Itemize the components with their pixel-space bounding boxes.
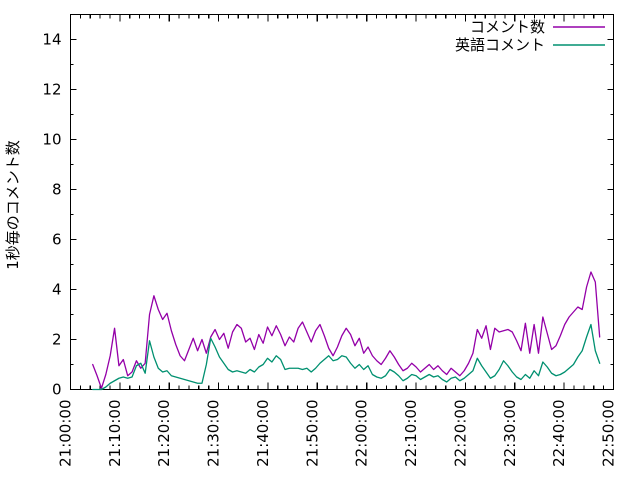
series-line-english-comment [92,323,601,391]
y-tick-label: 10 [42,131,61,149]
x-tick-label: 22:50:00 [600,400,618,467]
x-tick-label: 22:40:00 [550,400,568,467]
x-tick-label: 22:00:00 [353,400,371,467]
y-axis-title-text: 1秒毎のコメント数 [4,140,22,270]
y-tick-label: 2 [52,331,62,349]
x-axis-ticks [69,14,615,390]
x-tick-label: 21:40:00 [254,400,272,467]
legend-label-english-comment: 英語コメント [455,36,545,54]
plot-frame [69,13,615,391]
y-tick-label: 6 [52,231,62,249]
y-tick-label: 4 [52,281,62,299]
x-tick-label: 21:30:00 [205,400,223,467]
y-axis-title: 1秒毎のコメント数 [4,140,22,270]
x-tick-label: 21:50:00 [303,400,321,467]
x-tick-label: 21:00:00 [57,400,75,467]
y-tick-label: 8 [52,181,62,199]
y-tick-label: 12 [42,81,61,99]
series-line-comment-count [92,271,601,389]
x-tick-label: 21:20:00 [155,400,173,467]
x-tick-label: 22:10:00 [402,400,420,467]
x-tick-label: 22:20:00 [451,399,469,466]
data-series-group [92,271,601,391]
y-tick-label: 14 [42,31,61,49]
x-tick-label: 21:10:00 [106,400,124,467]
y-axis-tick-labels: 0 2 4 6 8 10 12 14 [42,31,61,399]
legend-label-comment-count: コメント数 [470,18,545,36]
y-axis-ticks [70,38,614,391]
x-tick-label: 22:30:00 [501,400,519,467]
y-tick-label: 0 [52,381,62,399]
plot-border [69,13,615,391]
x-axis-tick-labels: 21:00:00 21:10:00 21:20:00 21:30:00 21:40:00… [57,399,618,466]
